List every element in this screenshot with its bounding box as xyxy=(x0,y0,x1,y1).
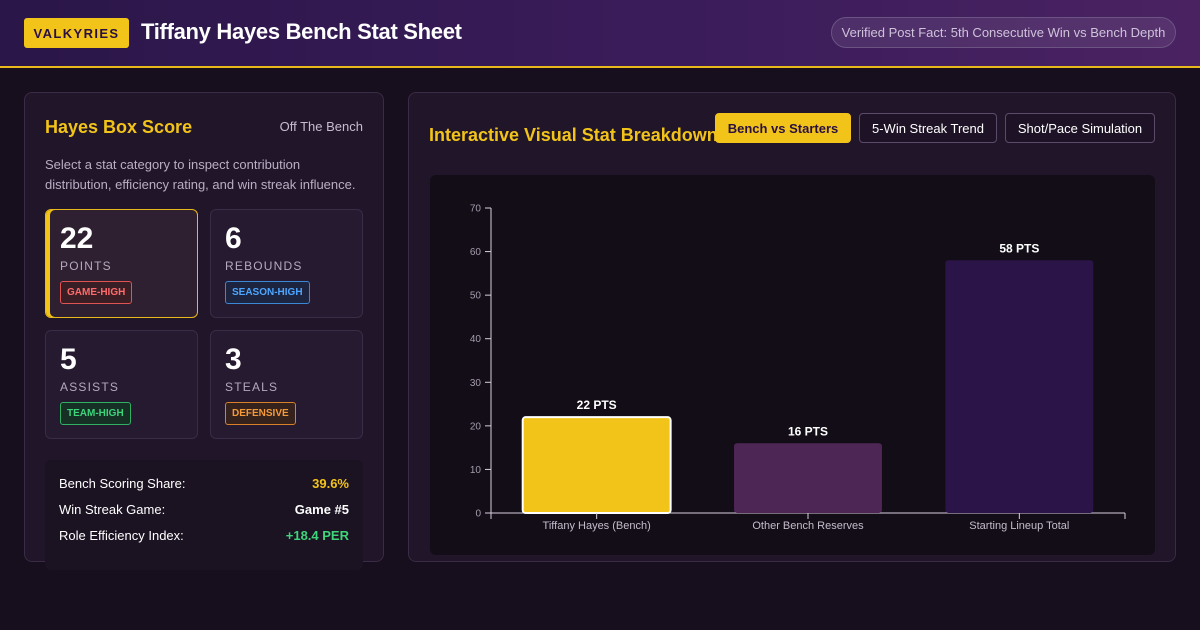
x-tick-label: Starting Lineup Total xyxy=(969,520,1069,532)
summary-value: Game #5 xyxy=(294,502,349,517)
chart-svg: 0 10 20 30 40 50 60 70 22 PTS Tiffany Hayes (Benc… xyxy=(470,204,1126,532)
stat-badge: TEAM-HIGH xyxy=(60,402,131,425)
x-tick-label: Tiffany Hayes (Bench) xyxy=(543,520,651,532)
stat-badge: GAME-HIGH xyxy=(60,281,133,304)
stat-card-assists[interactable]: 5 ASSISTS TEAM-HIGH xyxy=(45,330,198,439)
summary-row-efficiency: Role Efficiency Index: +18.4 PER xyxy=(59,528,349,548)
summary-row-win-streak: Win Streak Game: Game #5 xyxy=(59,502,349,522)
stat-value: 5 xyxy=(60,343,77,376)
y-tick-label: 20 xyxy=(470,421,482,432)
breakdown-title: Interactive Visual Stat Breakdown xyxy=(429,125,718,145)
page-title: Tiffany Hayes Bench Stat Sheet xyxy=(141,19,462,44)
y-tick-label: 0 xyxy=(475,509,481,520)
tab-shot-pace-simulation[interactable]: Shot/Pace Simulation xyxy=(1005,113,1155,143)
stat-badge: SEASON-HIGH xyxy=(225,281,310,304)
brand-logo: VALKYRIES xyxy=(24,18,129,48)
stat-value: 6 xyxy=(225,222,242,255)
summary-row-bench-share: Bench Scoring Share: 39.6% xyxy=(59,476,349,496)
stat-label: ASSISTS xyxy=(60,380,120,394)
y-tick-label: 70 xyxy=(470,204,482,215)
summary-label: Role Efficiency Index: xyxy=(59,528,184,543)
summary-value: +18.4 PER xyxy=(285,528,349,543)
summary-label: Bench Scoring Share: xyxy=(59,476,186,491)
summary-value: 39.6% xyxy=(312,476,349,491)
box-score-description: Select a stat category to inspect contri… xyxy=(45,157,356,192)
data-label: 58 PTS xyxy=(999,241,1039,255)
y-tick-label: 40 xyxy=(470,334,482,345)
bar-2 xyxy=(734,443,882,513)
y-tick-label: 30 xyxy=(470,378,482,389)
y-tick-label: 10 xyxy=(470,465,482,476)
stat-card-steals[interactable]: 3 STEALS DEFENSIVE xyxy=(210,330,363,439)
stat-label: POINTS xyxy=(60,259,112,273)
bar-3 xyxy=(945,260,1094,513)
data-label: 16 PTS xyxy=(788,424,828,438)
box-score-panel: Hayes Box Score Off The Bench Select a s… xyxy=(24,92,384,570)
stat-label: REBOUNDS xyxy=(225,259,303,273)
tab-bench-vs-starters[interactable]: Bench vs Starters xyxy=(715,113,851,143)
y-tick-label: 60 xyxy=(470,247,482,258)
x-tick-label: Other Bench Reserves xyxy=(752,520,864,532)
bar-1 xyxy=(521,416,672,514)
breakdown-panel: Interactive Visual Stat Breakdown Bench … xyxy=(408,92,1176,562)
stat-card-rebounds[interactable]: 6 REBOUNDS SEASON-HIGH xyxy=(210,209,363,318)
app-header: VALKYRIES Tiffany Hayes Bench Stat Sheet… xyxy=(0,0,1200,68)
stat-value: 3 xyxy=(225,343,242,376)
verified-fact-badge: Verified Post Fact: 5th Consecutive Win … xyxy=(831,17,1176,48)
summary-box: Bench Scoring Share: 39.6% Win Streak Ga… xyxy=(45,460,363,570)
stat-value: 22 xyxy=(60,222,94,255)
summary-label: Win Streak Game: xyxy=(59,502,166,517)
box-score-title: Hayes Box Score xyxy=(45,117,193,137)
stat-label: STEALS xyxy=(225,380,279,394)
box-score-subtitle: Off The Bench xyxy=(279,119,363,134)
stat-badge: DEFENSIVE xyxy=(225,402,296,425)
tab-5-win-streak-trend[interactable]: 5-Win Streak Trend xyxy=(859,113,997,143)
bar-chart: 0 10 20 30 40 50 60 70 22 PTS Tiffany Hayes (Benc… xyxy=(430,175,1155,555)
y-tick-label: 50 xyxy=(470,291,482,302)
data-label: 22 PTS xyxy=(577,398,617,412)
stat-card-points[interactable]: 22 POINTS GAME-HIGH xyxy=(45,209,198,318)
